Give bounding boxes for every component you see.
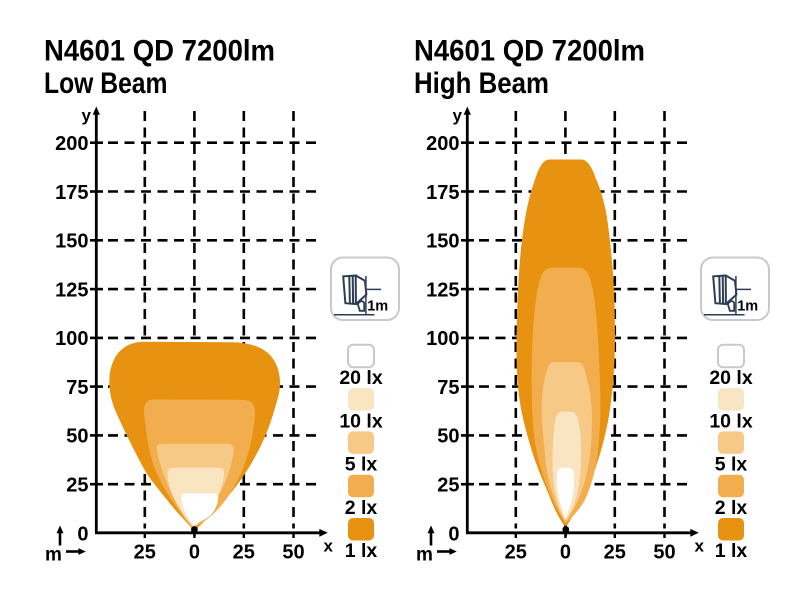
svg-text:High Beam: High Beam (414, 67, 549, 100)
svg-text:Low Beam: Low Beam (44, 67, 168, 100)
svg-text:N4601 QD 7200lm: N4601 QD 7200lm (414, 35, 645, 68)
svg-text:N4601 QD 7200lm: N4601 QD 7200lm (44, 35, 275, 68)
